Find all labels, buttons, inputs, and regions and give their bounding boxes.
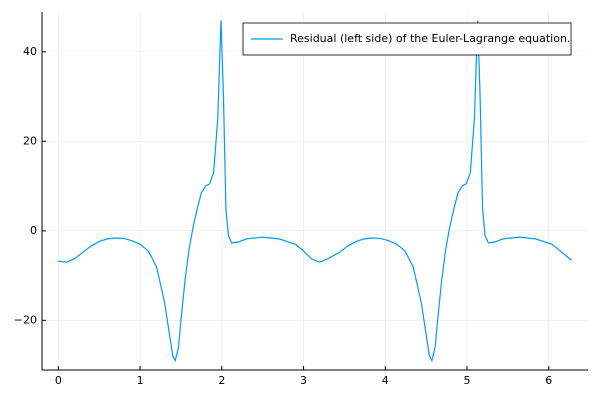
y-tick-label: −20 bbox=[14, 313, 37, 326]
x-tick-label: 3 bbox=[300, 374, 307, 387]
x-tick-label: 6 bbox=[545, 374, 552, 387]
y-tick-label: 20 bbox=[23, 134, 37, 147]
x-tick-label: 5 bbox=[464, 374, 471, 387]
y-tick-label: 0 bbox=[30, 224, 37, 237]
x-tick-label: 4 bbox=[382, 374, 389, 387]
y-tick-label: 40 bbox=[23, 45, 37, 58]
line bbox=[58, 20, 573, 363]
legend-box bbox=[242, 22, 572, 56]
x-tick-label: 1 bbox=[137, 374, 144, 387]
x-tick-label: 2 bbox=[218, 374, 225, 387]
legend-label: Residual (left side) of the Euler-Lagran… bbox=[290, 32, 570, 45]
x-tick-label: 0 bbox=[55, 374, 62, 387]
